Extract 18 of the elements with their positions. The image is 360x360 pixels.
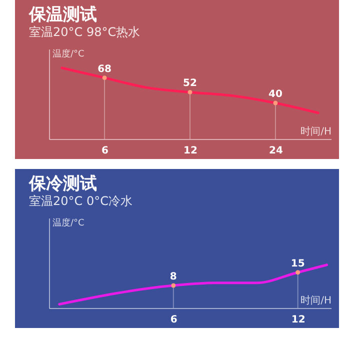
data-label: 8 [170,272,177,282]
data-label: 52 [183,78,197,90]
x-tick-label: 12 [291,314,306,326]
x-axis-title: 时间/H [300,294,332,306]
x-tick-label: 24 [268,146,283,156]
data-label: 15 [290,258,305,270]
y-axis-title: 温度/°C [52,218,84,228]
data-label: 68 [98,64,112,75]
chart-subtitle: 室温20°C 0°C冷水 [29,194,132,208]
x-tick-label: 12 [184,146,198,156]
chart-title: 保冷测试 [28,174,97,194]
chart-subtitle: 室温20°C 98°C热水 [29,25,140,39]
chart-title: 保温测试 [28,5,97,25]
y-axis-title: 温度/°C [52,48,84,60]
x-tick-label: 6 [102,146,109,156]
data-label: 40 [268,89,282,100]
x-axis-title: 时间/H [300,126,332,138]
x-tick-label: 6 [170,314,178,326]
